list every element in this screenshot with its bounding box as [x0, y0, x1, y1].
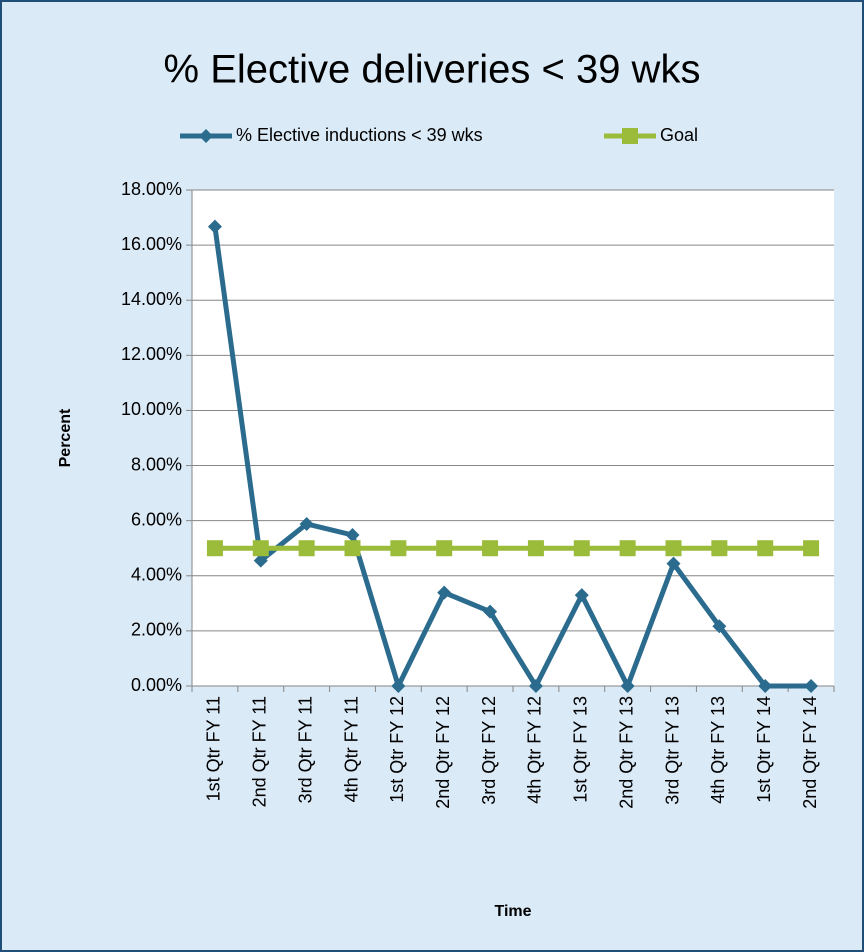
data-line: [212, 226, 812, 689]
data-point: [391, 679, 406, 693]
y-tick-label: 16.00%: [121, 234, 182, 254]
data-point: [574, 588, 589, 603]
data-point: [758, 679, 773, 693]
x-tick-label: 2nd Qtr FY 11: [250, 696, 270, 807]
data-point: [252, 540, 269, 557]
x-tick-label: 3rd Qtr FY 11: [295, 696, 315, 803]
x-tick-label: 2nd Qtr FY 12: [433, 696, 453, 809]
x-tick-label: 4th Qtr FY 11: [341, 696, 361, 802]
data-point: [483, 604, 498, 619]
data-point: [757, 540, 774, 557]
y-tick-label: 2.00%: [131, 620, 182, 640]
y-tick-label: 10.00%: [121, 399, 182, 419]
x-tick-label: 4th Qtr FY 12: [525, 696, 545, 804]
x-axis-label: Time: [494, 903, 531, 920]
x-tick-label: 2nd Qtr FY 13: [616, 696, 636, 809]
plot-area: [192, 190, 834, 686]
x-tick-label: 3rd Qtr FY 12: [479, 696, 499, 805]
y-tick-label: 6.00%: [131, 509, 182, 529]
data-point: [344, 540, 361, 557]
x-tick-label: 4th Qtr FY 13: [708, 696, 728, 804]
data-point: [573, 540, 590, 557]
legend-label: % Elective inductions < 39 wks: [236, 125, 483, 145]
y-tick-label: 8.00%: [131, 454, 182, 474]
x-tick-label: 1st Qtr FY 14: [754, 696, 774, 803]
data-point: [436, 540, 453, 557]
data-point: [528, 679, 543, 693]
data-point: [299, 516, 314, 531]
x-tick-label: 2nd Qtr FY 14: [800, 696, 820, 809]
data-point: [207, 219, 222, 234]
x-tick-label: 3rd Qtr FY 13: [662, 696, 682, 805]
data-point: [390, 540, 407, 557]
data-point: [206, 540, 223, 557]
data-point: [345, 527, 360, 542]
y-axis-label: Percent: [57, 408, 74, 467]
y-tick-label: 18.00%: [121, 179, 182, 199]
legend-marker: [199, 129, 213, 143]
data-point: [253, 553, 268, 568]
data-point: [803, 540, 820, 557]
data-point: [712, 619, 727, 634]
data-point: [298, 540, 315, 557]
data-point: [482, 540, 499, 557]
data-point: [711, 540, 728, 557]
y-tick-label: 4.00%: [131, 565, 182, 585]
data-point: [804, 679, 819, 693]
data-point: [620, 679, 635, 693]
y-tick-label: 0.00%: [131, 675, 182, 695]
x-tick-label: 1st Qtr FY 13: [571, 696, 591, 803]
data-point: [619, 540, 636, 557]
data-point: [665, 540, 682, 557]
data-point: [527, 540, 544, 557]
y-tick-label: 14.00%: [121, 289, 182, 309]
legend-label: Goal: [660, 125, 698, 145]
legend-marker: [622, 128, 638, 144]
x-tick-label: 1st Qtr FY 11: [204, 696, 224, 801]
x-tick-label: 1st Qtr FY 12: [387, 696, 407, 803]
data-point: [666, 556, 681, 571]
y-tick-label: 12.00%: [121, 344, 182, 364]
data-point: [437, 585, 452, 600]
chart-title: % Elective deliveries < 39 wks: [164, 48, 701, 92]
